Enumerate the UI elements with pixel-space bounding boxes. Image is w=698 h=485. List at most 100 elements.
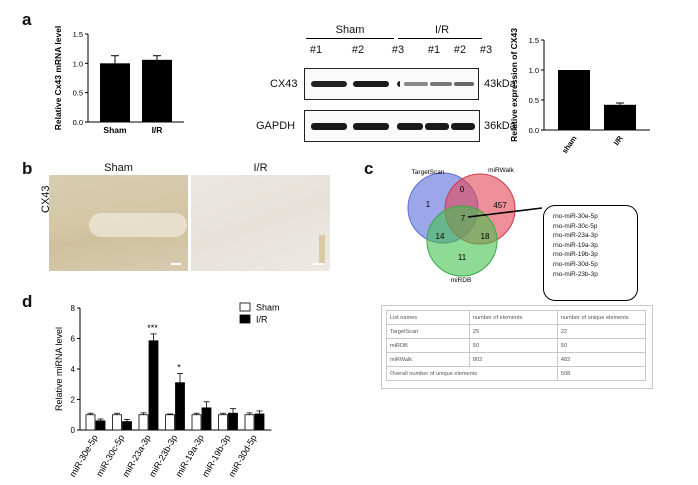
venn-count-ts-db: 14 bbox=[436, 232, 445, 241]
legend-label: I/R bbox=[256, 315, 268, 325]
cx43-protein-bars: 0.0 0.5 1.0 1.5 Relative expression of CX43 s… bbox=[509, 28, 650, 155]
bar bbox=[95, 420, 106, 431]
cx43-mrna-chart: 0.0 0.5 1.0 1.5 Relative Cx43 mRNA level Sham… bbox=[53, 26, 184, 135]
y-tick-label: 1.5 bbox=[73, 30, 83, 39]
x-tick-label: I/R bbox=[612, 134, 625, 147]
bar bbox=[122, 421, 132, 431]
bar bbox=[191, 414, 202, 431]
blot-membrane-cx43-ir bbox=[400, 68, 479, 100]
y-tick-label: 0.0 bbox=[73, 118, 83, 127]
y-tick-label: 0 bbox=[71, 426, 76, 435]
table-cell: Overall number of unique elements bbox=[386, 366, 558, 381]
callout-list: rno-miR-30e-5p rno-miR-30c-5p rno-miR-23a-… bbox=[544, 206, 637, 279]
western-blot: Sham I/R #1 #2 #3 #1 #2 #3 CX43 43kDa GAPDH 3… bbox=[256, 24, 516, 148]
scale-bar bbox=[171, 263, 181, 265]
lane-label: #2 bbox=[453, 44, 467, 56]
venn-count-ts-only: 1 bbox=[426, 200, 431, 209]
venn-table: List names number of elements number of un… bbox=[386, 310, 647, 381]
callout-mirna: rno-miR-23b-3p bbox=[553, 270, 598, 278]
blot-size-gapdh: 36kDa bbox=[484, 120, 516, 132]
y-tick-label: 1.0 bbox=[529, 66, 539, 75]
lane-labels: #1 #2 #3 #1 #2 #3 bbox=[270, 44, 492, 58]
bar bbox=[148, 340, 159, 431]
y-tick-label: 1.5 bbox=[529, 36, 539, 45]
band bbox=[311, 123, 347, 130]
ihc-label-ir: I/R bbox=[253, 162, 268, 174]
group-label-ir: I/R bbox=[434, 24, 450, 36]
y-tick-label: 0.5 bbox=[529, 96, 539, 105]
y-axis-label: Relative miRNA level bbox=[54, 327, 64, 411]
bar bbox=[558, 70, 590, 130]
table-cell: TargetScan bbox=[386, 324, 470, 339]
lane-label: #3 bbox=[391, 44, 405, 56]
tissue-gap bbox=[89, 213, 187, 237]
panel-label-b: b bbox=[22, 159, 33, 178]
callout-mirna: rno-miR-23a-3p bbox=[553, 232, 598, 240]
panel-label-d: d bbox=[22, 292, 33, 311]
callout-mirna: rno-miR-30d-5p bbox=[553, 260, 598, 268]
table-cell: number of elements bbox=[468, 310, 558, 325]
lane-label: #1 bbox=[427, 44, 441, 56]
band bbox=[454, 82, 474, 86]
bar bbox=[201, 407, 212, 431]
x-tick-label: sham bbox=[560, 134, 579, 155]
bar bbox=[244, 414, 255, 431]
scale-bar bbox=[313, 263, 323, 265]
callout-pointer bbox=[467, 207, 543, 218]
y-axis-label: Relative Cx43 mRNA level bbox=[53, 26, 63, 131]
venn-callout-box: rno-miR-30e-5p rno-miR-30c-5p rno-miR-23a-… bbox=[543, 205, 638, 301]
cx43-mrna-bars: 0.0 0.5 1.0 1.5 Relative Cx43 mRNA level Sham… bbox=[53, 26, 184, 135]
legend-swatch bbox=[239, 314, 251, 324]
table-row: miRDB 50 50 bbox=[386, 338, 647, 353]
venn-circle-mirdb bbox=[426, 205, 498, 277]
legend-label: Sham bbox=[256, 303, 280, 313]
panel-label-c: c bbox=[364, 159, 374, 178]
table-cell: 22 bbox=[556, 324, 647, 339]
table-row: miRWalk 802 482 bbox=[386, 352, 647, 367]
bar bbox=[85, 414, 96, 431]
legend-swatch bbox=[239, 302, 251, 312]
bar bbox=[165, 414, 175, 431]
bar bbox=[228, 412, 238, 431]
callout-mirna: rno-miR-30c-5p bbox=[553, 222, 598, 230]
blot-row-label-cx43: CX43 bbox=[270, 78, 298, 90]
y-tick-label: 6 bbox=[71, 335, 76, 344]
table-cell: miRDB bbox=[386, 338, 470, 353]
callout-mirna: rno-miR-19a-3p bbox=[553, 241, 598, 249]
table-cell: 50 bbox=[556, 338, 647, 353]
bar bbox=[100, 63, 130, 122]
bar bbox=[175, 382, 185, 431]
table-cell: 25 bbox=[468, 324, 558, 339]
ir-group-line bbox=[398, 38, 482, 39]
tissue-edge bbox=[319, 235, 325, 263]
band bbox=[397, 123, 423, 130]
venn-label-mirwalk: miRWalk bbox=[488, 167, 514, 174]
callout-mirna: rno-miR-30e-5p bbox=[553, 213, 598, 220]
bar bbox=[112, 414, 122, 431]
table-cell: number of unique elements bbox=[556, 310, 647, 325]
ihc-label-sham: Sham bbox=[104, 162, 133, 174]
y-tick-label: 0.0 bbox=[529, 126, 539, 135]
y-tick-label: 0.5 bbox=[73, 89, 83, 98]
bar bbox=[218, 414, 228, 431]
table-cell: List names bbox=[386, 310, 470, 325]
blot-membrane-gapdh bbox=[304, 110, 480, 142]
x-tick-label: Sham bbox=[103, 125, 127, 135]
band bbox=[430, 82, 452, 86]
band bbox=[451, 123, 475, 130]
blot-size-cx43: 43kDa bbox=[484, 78, 516, 90]
bar bbox=[142, 59, 172, 122]
venn-label-targetscan: TargetScan bbox=[412, 169, 445, 176]
venn-count-walk-only: 457 bbox=[493, 201, 507, 210]
table-cell: 508 bbox=[556, 366, 647, 381]
venn-count-all: 7 bbox=[461, 214, 466, 223]
cx43-protein-chart: 0.0 0.5 1.0 1.5 Relative expression of CX43 s… bbox=[509, 28, 650, 155]
ihc-image-ir bbox=[191, 175, 330, 271]
callout-mirna: rno-miR-19b-3p bbox=[553, 251, 598, 259]
band bbox=[311, 81, 347, 87]
significance-mark: *** bbox=[147, 323, 158, 333]
significance-mark: * bbox=[177, 363, 181, 373]
venn-table-frame: List names number of elements number of un… bbox=[381, 305, 653, 389]
